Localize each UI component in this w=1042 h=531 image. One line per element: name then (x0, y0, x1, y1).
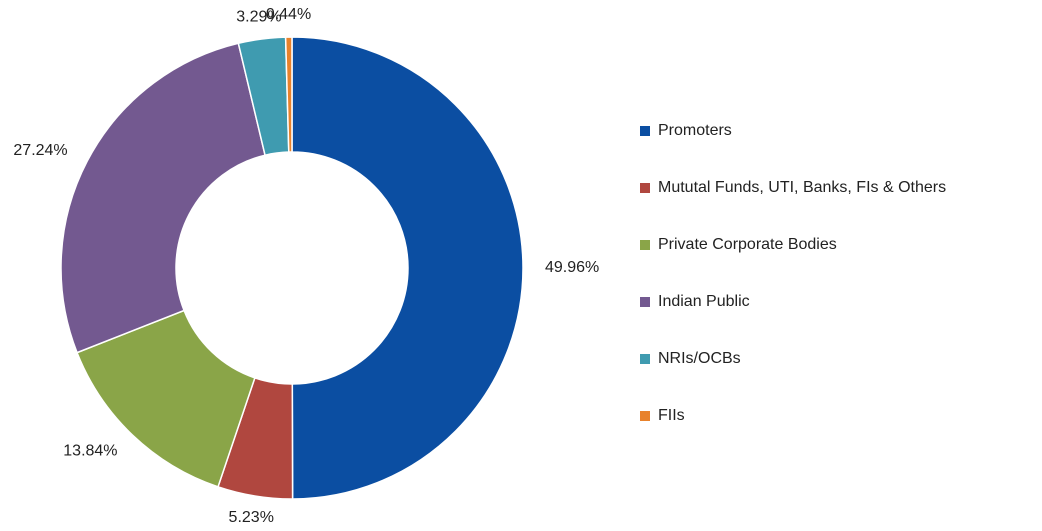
data-label: 49.96% (545, 259, 599, 276)
legend-swatch (640, 297, 650, 307)
legend-swatch (640, 411, 650, 421)
data-label: 0.44% (266, 6, 311, 23)
data-label: 3.29% (236, 8, 281, 25)
legend-label: Private Corporate Bodies (658, 236, 837, 253)
donut-slice (291, 36, 524, 500)
legend-swatch (640, 183, 650, 193)
data-label: 27.24% (13, 142, 67, 159)
legend-swatch (640, 126, 650, 136)
legend-label: Indian Public (658, 293, 750, 310)
donut-slice (284, 36, 293, 153)
data-label: 13.84% (63, 442, 117, 459)
legend-label: Mututal Funds, UTI, Banks, FIs & Others (658, 179, 946, 196)
data-label: 5.23% (229, 509, 274, 526)
legend-label: NRIs/OCBs (658, 350, 741, 367)
legend-swatch (640, 354, 650, 364)
donut-slice (60, 42, 266, 354)
legend-swatch (640, 240, 650, 250)
legend-label: Promoters (658, 122, 732, 139)
legend-label: FIIs (658, 407, 685, 424)
